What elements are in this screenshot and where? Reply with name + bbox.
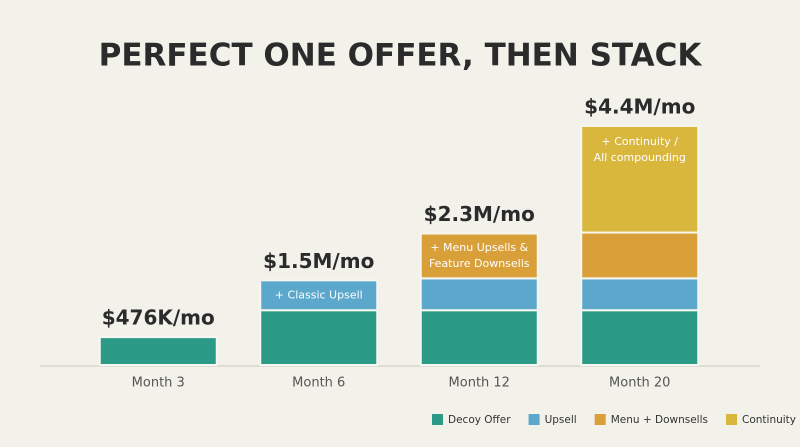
legend-label: Menu + Downsells — [611, 414, 708, 426]
bar-segment — [580, 231, 700, 280]
bar-segment — [259, 309, 379, 366]
bar-segment — [419, 232, 539, 280]
bar-segment — [419, 277, 539, 312]
segment-label: + Classic Upsell — [275, 288, 363, 301]
bar-segment — [259, 279, 379, 312]
x-tick-label: Month 12 — [449, 376, 510, 391]
bar-segment — [580, 277, 700, 312]
x-tick-label: Month 3 — [132, 376, 185, 391]
segment-label: Feature Downsells — [429, 257, 530, 270]
legend-label: Continuity — [742, 414, 796, 426]
bar-segment — [580, 309, 700, 366]
segment-label: + Continuity / — [602, 135, 679, 148]
bar-segment — [98, 336, 218, 366]
total-label: $476K/mo — [102, 306, 215, 330]
bar-segment — [580, 124, 700, 234]
legend-label: Decoy Offer — [448, 414, 511, 426]
segment-label: All compounding — [594, 151, 686, 164]
total-label: $1.5M/mo — [263, 249, 374, 273]
x-tick-label: Month 20 — [609, 376, 670, 391]
bar-segment — [419, 309, 539, 366]
legend-swatch — [432, 414, 443, 425]
legend-swatch — [528, 414, 540, 425]
x-tick-label: Month 6 — [292, 376, 345, 391]
total-label: $2.3M/mo — [424, 202, 535, 226]
segment-label: + Menu Upsells & — [430, 241, 528, 254]
chart-title: PERFECT ONE OFFER, THEN STACK — [99, 38, 703, 74]
legend-label: Upsell — [545, 414, 577, 426]
legend-swatch — [726, 414, 737, 425]
legend-swatch — [594, 414, 606, 425]
total-label: $4.4M/mo — [584, 94, 695, 118]
